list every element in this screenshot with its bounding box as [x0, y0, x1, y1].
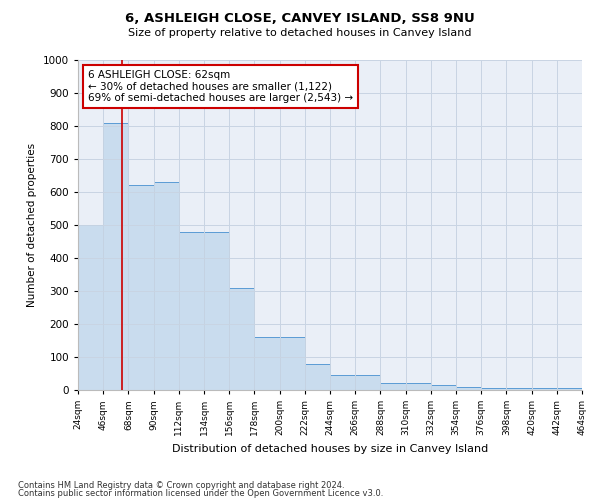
X-axis label: Distribution of detached houses by size in Canvey Island: Distribution of detached houses by size …	[172, 444, 488, 454]
Text: Size of property relative to detached houses in Canvey Island: Size of property relative to detached ho…	[128, 28, 472, 38]
Bar	[305, 364, 330, 390]
Bar	[532, 388, 557, 390]
Bar	[154, 182, 179, 390]
Bar	[280, 337, 305, 390]
Bar	[229, 288, 254, 390]
Bar	[557, 388, 582, 390]
Bar	[128, 186, 154, 390]
Bar	[506, 388, 532, 390]
Bar	[380, 384, 406, 390]
Y-axis label: Number of detached properties: Number of detached properties	[27, 143, 37, 307]
Bar	[431, 385, 456, 390]
Bar	[406, 384, 431, 390]
Bar	[179, 232, 204, 390]
Bar	[78, 225, 103, 390]
Bar	[330, 375, 355, 390]
Text: 6 ASHLEIGH CLOSE: 62sqm
← 30% of detached houses are smaller (1,122)
69% of semi: 6 ASHLEIGH CLOSE: 62sqm ← 30% of detache…	[88, 70, 353, 103]
Bar	[456, 386, 481, 390]
Bar	[254, 337, 280, 390]
Bar	[355, 375, 380, 390]
Text: 6, ASHLEIGH CLOSE, CANVEY ISLAND, SS8 9NU: 6, ASHLEIGH CLOSE, CANVEY ISLAND, SS8 9N…	[125, 12, 475, 26]
Bar	[204, 232, 229, 390]
Text: Contains HM Land Registry data © Crown copyright and database right 2024.: Contains HM Land Registry data © Crown c…	[18, 481, 344, 490]
Bar	[481, 388, 506, 390]
Text: Contains public sector information licensed under the Open Government Licence v3: Contains public sector information licen…	[18, 488, 383, 498]
Bar	[103, 122, 128, 390]
